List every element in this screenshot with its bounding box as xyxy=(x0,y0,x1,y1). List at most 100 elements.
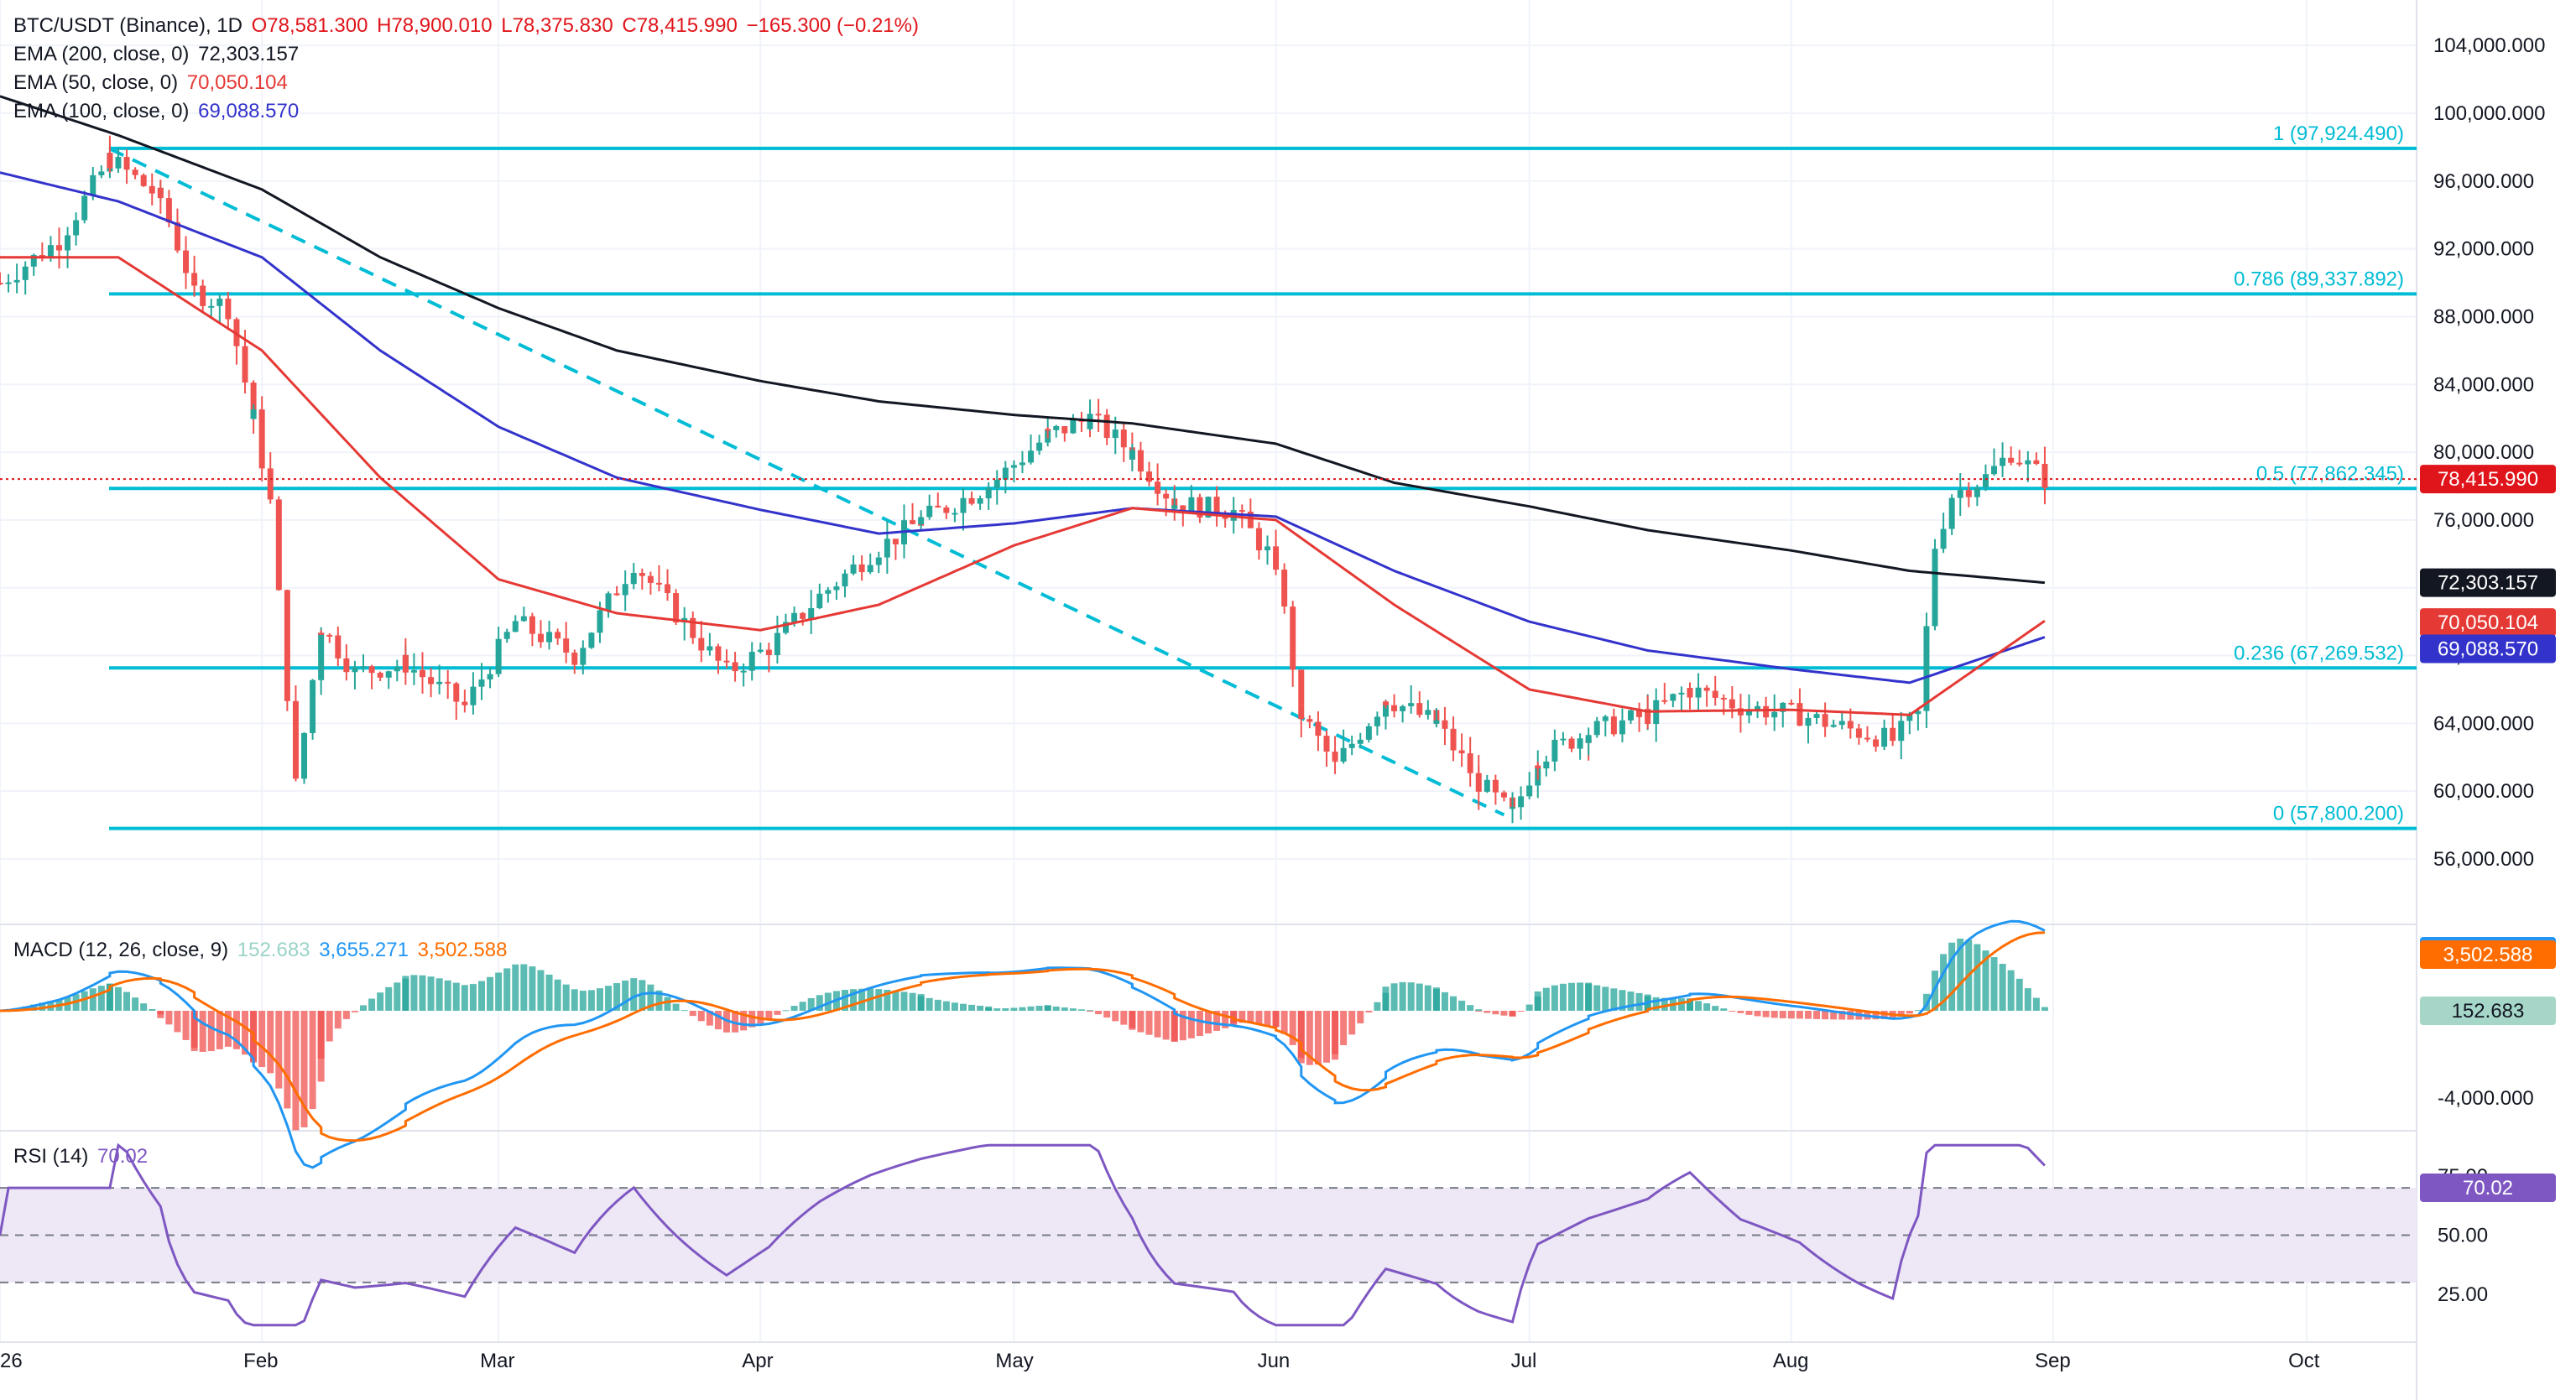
candle xyxy=(613,593,620,596)
signal-badge-bg xyxy=(2420,940,2556,969)
macd-hist-bar xyxy=(452,982,460,1011)
macd-hist-bar xyxy=(934,999,941,1011)
macd-legend[interactable]: MACD (12, 26, close, 9) 152.683 3,655.27… xyxy=(13,936,510,965)
candle xyxy=(1813,714,1820,718)
price-tick: 96,000.000 xyxy=(2433,170,2534,193)
candle xyxy=(943,507,950,513)
macd-hist-bar xyxy=(672,1003,680,1011)
macd-hist-bar xyxy=(503,968,511,1011)
macd-hist-bar xyxy=(512,964,519,1011)
macd-hist-bar xyxy=(1822,1011,1829,1020)
ema50-legend[interactable]: EMA (50, close, 0) 70,050.104 xyxy=(13,69,291,97)
macd-hist-bar xyxy=(1720,1008,1728,1011)
macd-hist-bar xyxy=(123,991,131,1011)
macd-hist-bar xyxy=(613,983,621,1011)
ohlc-low: L78,375.830 xyxy=(501,14,613,37)
candle xyxy=(707,646,713,651)
macd-hist-bar xyxy=(1322,1011,1330,1063)
macd-hist-bar xyxy=(368,998,376,1011)
candle xyxy=(2033,460,2040,464)
macd-hist-bar xyxy=(1619,990,1626,1011)
macd-hist-bar xyxy=(1779,1011,1786,1018)
candle xyxy=(0,283,3,285)
ema200-label: EMA (200, close, 0) xyxy=(13,43,190,65)
macd-hist-bar xyxy=(165,1011,173,1025)
macd-hist-bar xyxy=(1872,1011,1880,1020)
candle xyxy=(740,670,747,673)
macd-hist-bar xyxy=(647,984,654,1011)
macd-hist-bar xyxy=(529,966,536,1011)
rsi-legend[interactable]: RSI (14) 70.02 xyxy=(13,1142,151,1171)
candle xyxy=(1873,739,1880,747)
candle xyxy=(1070,419,1077,434)
macd-hist-bar xyxy=(1348,1011,1356,1035)
rsi-tick: 50.00 xyxy=(2438,1225,2488,1247)
macd-hist-bar xyxy=(1914,1010,1922,1012)
macd-hist-bar xyxy=(1390,983,1398,1011)
candle xyxy=(1036,442,1043,451)
candle xyxy=(1923,626,1930,711)
candle xyxy=(842,573,848,587)
candle xyxy=(1915,710,1922,715)
macd-hist-bar xyxy=(858,988,866,1011)
candle xyxy=(174,222,180,251)
ema200-legend[interactable]: EMA (200, close, 0) 72,303.157 xyxy=(13,40,302,69)
candle xyxy=(1661,700,1668,702)
macd-hist-bar xyxy=(900,991,908,1011)
candle xyxy=(495,638,502,674)
candle xyxy=(13,279,20,283)
macd-hist-bar xyxy=(1687,999,1693,1011)
symbol-title[interactable]: BTC/USDT (Binance), 1D xyxy=(13,14,242,37)
candle xyxy=(1458,750,1465,754)
descending-trendline[interactable] xyxy=(109,147,1505,817)
hist-badge-bg xyxy=(2420,997,2556,1025)
candle xyxy=(1593,721,1600,736)
candle xyxy=(1788,702,1795,705)
candle xyxy=(1365,726,1372,740)
candle xyxy=(723,660,730,663)
macd-hist-bar xyxy=(292,1011,300,1131)
macd-hist-bar xyxy=(258,1011,266,1068)
macd-hist-bar xyxy=(1255,1011,1263,1025)
ema50-value: 70,050.104 xyxy=(186,71,288,94)
macd-hist-bar xyxy=(892,991,900,1011)
macd-hist-bar xyxy=(706,1011,713,1026)
candle xyxy=(993,479,1000,488)
candle xyxy=(98,171,105,175)
candle xyxy=(960,497,967,513)
macd-hist-bar xyxy=(1095,1011,1103,1015)
candle xyxy=(732,662,738,672)
candle xyxy=(1180,505,1186,513)
macd-hist-bar xyxy=(1577,982,1584,1011)
macd-hist-bar xyxy=(740,1011,748,1031)
candle xyxy=(800,612,806,619)
macd-hist-bar xyxy=(132,997,139,1011)
macd-hist-bar xyxy=(774,1011,781,1015)
candle xyxy=(318,632,325,635)
macd-hist-bar xyxy=(1087,1010,1094,1012)
price-axis[interactable]: 112,000.000108,000.000104,000.000100,000… xyxy=(2433,0,2545,871)
macd-hist-bar xyxy=(850,989,858,1011)
macd-hist-bar xyxy=(427,976,435,1011)
macd-hist-bar xyxy=(487,976,494,1011)
macd-hist-bar xyxy=(1484,1011,1491,1013)
time-axis[interactable]: 26 Feb Mar Apr May Jun Jul Aug Sep Oct xyxy=(0,1350,2320,1372)
price-tick: 56,000.000 xyxy=(2433,848,2534,871)
fibonacci-levels[interactable]: 1.272 (108,838.297)1 (97,924.490)0.786 (… xyxy=(109,0,2417,830)
candle xyxy=(1137,450,1144,472)
macd-hist-bar xyxy=(1171,1011,1178,1042)
macd-hist-bar xyxy=(1247,1011,1254,1023)
ema50-label: EMA (50, close, 0) xyxy=(13,71,179,94)
ema100-legend[interactable]: EMA (100, close, 0) 69,088.570 xyxy=(13,97,302,126)
macd-hist-bar xyxy=(1500,1011,1508,1016)
rsi-badge: 70.02 xyxy=(2463,1177,2513,1200)
time-tick: Jul xyxy=(1511,1350,1537,1372)
candle xyxy=(65,235,71,251)
macd-hist-bar xyxy=(1703,1003,1711,1011)
candle xyxy=(1391,705,1398,711)
signal-badge: 3,502.588 xyxy=(2443,944,2533,966)
price-tick: 88,000.000 xyxy=(2433,305,2534,328)
macd-hist-bar xyxy=(1332,1011,1339,1054)
price-tick: 92,000.000 xyxy=(2433,238,2534,261)
